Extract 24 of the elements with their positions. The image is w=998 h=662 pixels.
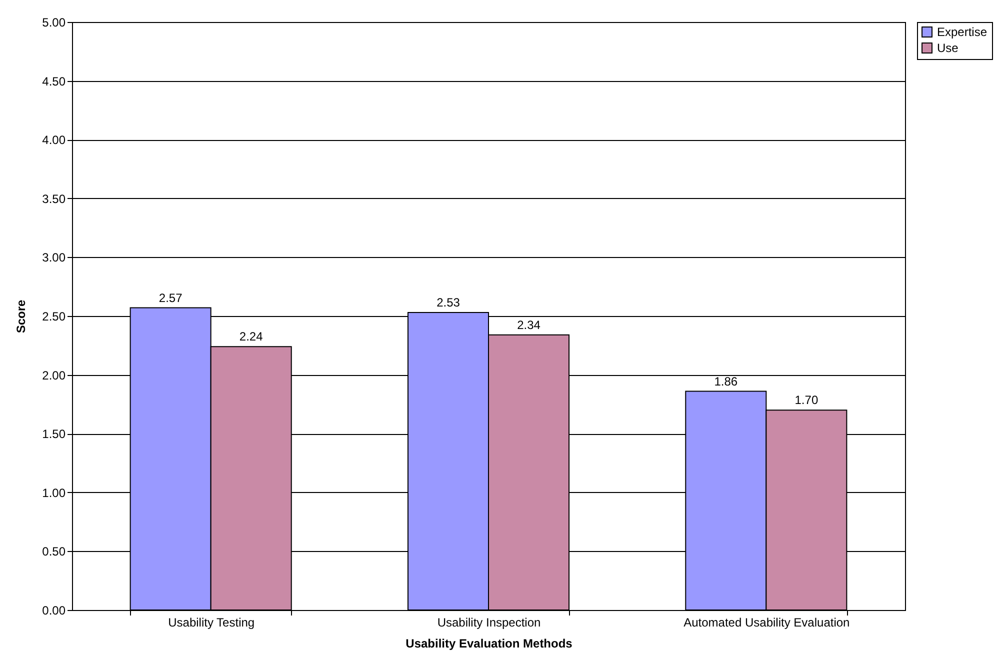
x-tick-label: Usability Testing xyxy=(168,616,255,630)
y-tick-label: 3.00 xyxy=(42,250,66,265)
y-tick-label: 4.00 xyxy=(42,133,66,148)
y-tick-label: 5.00 xyxy=(42,16,66,30)
data-label: 2.34 xyxy=(517,318,541,332)
data-label: 1.70 xyxy=(794,393,818,408)
data-label: 2.53 xyxy=(436,295,460,310)
legend-label: Use xyxy=(937,41,959,55)
y-tick-label: 1.00 xyxy=(42,486,66,500)
y-tick-label: 0.00 xyxy=(42,604,66,618)
y-tick-label: 3.50 xyxy=(42,192,66,206)
data-label: 1.86 xyxy=(714,374,738,388)
x-axis-title: Usability Evaluation Methods xyxy=(406,636,573,650)
y-tick-label: 2.50 xyxy=(42,310,66,324)
data-label: 2.57 xyxy=(158,290,183,305)
y-axis-title: Score xyxy=(14,300,28,334)
x-tick-label: Automated Usability Evaluation xyxy=(684,616,850,630)
y-tick-label: 1.50 xyxy=(42,427,66,442)
x-tick-label: Usability Inspection xyxy=(437,616,541,630)
y-tick-label: 2.00 xyxy=(42,368,66,382)
y-tick-label: 4.50 xyxy=(42,74,66,88)
legend-label: Expertise xyxy=(937,25,988,39)
y-tick-label: 0.50 xyxy=(42,544,66,559)
data-label: 2.24 xyxy=(239,330,264,344)
